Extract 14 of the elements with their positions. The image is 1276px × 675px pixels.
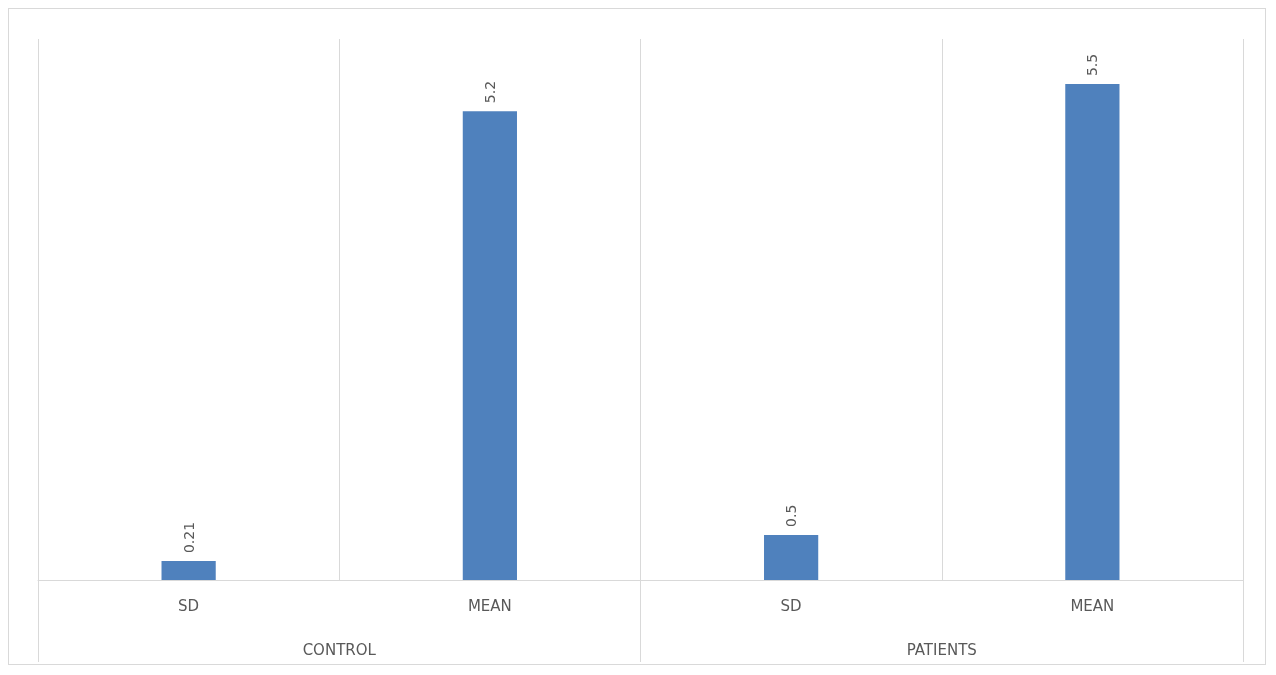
bar — [161, 561, 216, 580]
bar — [764, 534, 819, 580]
x-tick-label: SD — [178, 596, 200, 615]
x-tick-label: MEAN — [467, 596, 512, 615]
bar — [462, 111, 517, 580]
data-label: 5.5 — [1084, 53, 1101, 77]
text: CONTROL — [302, 640, 377, 659]
data-label: 0.21 — [180, 521, 197, 554]
bar — [1065, 84, 1120, 580]
x-tick-label: SD — [780, 596, 802, 615]
x-tick-label: MEAN — [1070, 596, 1115, 615]
text: PATIENTS — [906, 640, 977, 659]
data-label: 0.5 — [783, 504, 800, 527]
data-label: 5.2 — [481, 80, 498, 104]
